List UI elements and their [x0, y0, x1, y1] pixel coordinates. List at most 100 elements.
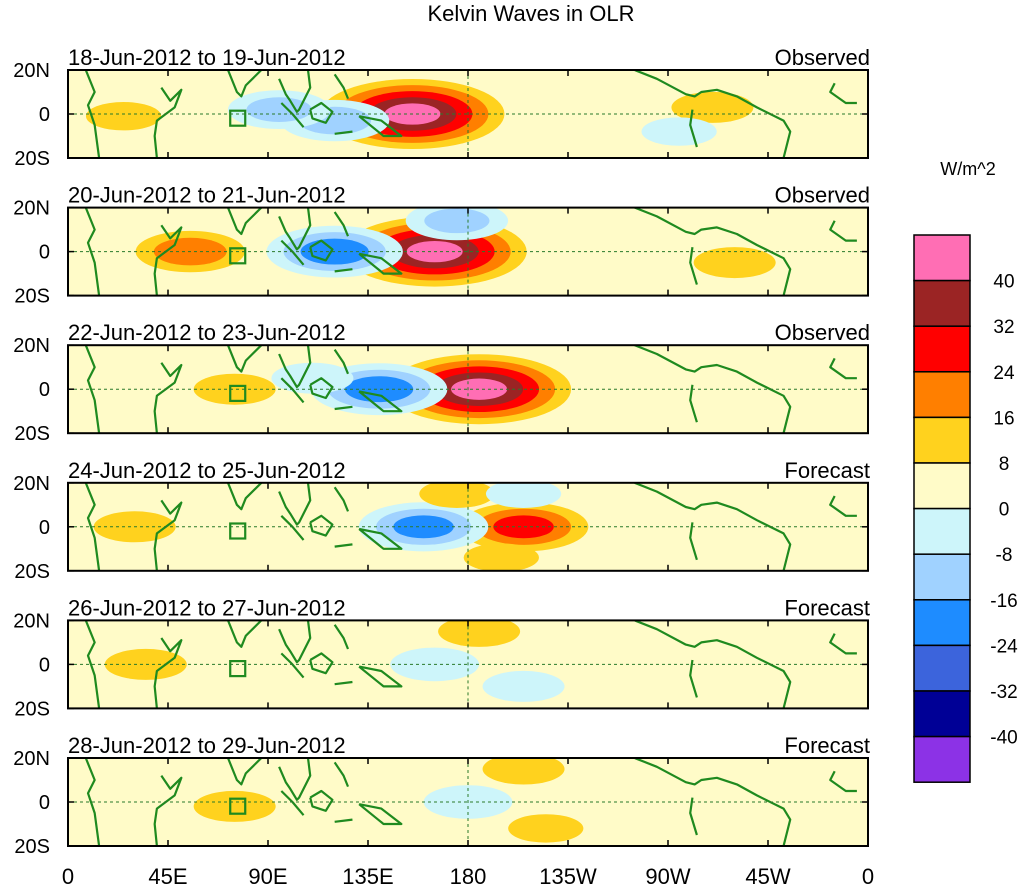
coastline [634, 482, 792, 571]
y-tick-label: 20S [14, 148, 50, 170]
colorbar-level-label: 40 [993, 272, 1014, 293]
coastline [689, 109, 698, 148]
anomaly-blob [482, 670, 565, 702]
coastline [226, 620, 263, 648]
coastline [153, 362, 183, 434]
coastline [358, 115, 403, 138]
coastline [226, 70, 263, 98]
coastline [689, 384, 698, 423]
colorbar-swatch [913, 553, 971, 601]
coastline [226, 207, 263, 236]
coastline [358, 390, 403, 413]
coastline [334, 543, 353, 548]
contour-fill [193, 790, 276, 822]
anomaly-blob [193, 790, 276, 822]
panel-status: Observed [775, 320, 870, 345]
panel-field [68, 345, 868, 434]
colorbar-level-label: -8 [996, 545, 1013, 566]
coastline [358, 803, 403, 826]
coastline [334, 405, 353, 411]
panel-status: Observed [775, 45, 870, 70]
region-box [229, 247, 247, 265]
coastline [84, 620, 101, 709]
coastline [153, 86, 183, 158]
x-tick-label: 180 [450, 864, 487, 887]
y-tick-label: 20N [13, 198, 50, 220]
region-box [229, 797, 247, 815]
y-tick-label: 0 [39, 654, 50, 676]
panel-date-range: 22-Jun-2012 to 23-Jun-2012 [68, 320, 346, 345]
coastline [278, 758, 312, 801]
coastline [153, 224, 183, 296]
coastline [689, 797, 698, 836]
coastline [309, 514, 334, 537]
panel-date-range: 24-Jun-2012 to 25-Jun-2012 [68, 458, 346, 483]
y-tick-label: 20N [13, 60, 50, 82]
y-tick-label: 0 [39, 379, 50, 401]
contour-fill [693, 247, 776, 279]
coastline [333, 348, 350, 375]
anomaly-blob [485, 482, 562, 508]
y-tick-label: 0 [39, 792, 50, 814]
contour-fill [641, 117, 717, 146]
x-tick-label: 0 [862, 864, 874, 887]
colorbar-swatch [913, 599, 971, 647]
contour-fill [345, 376, 414, 403]
panel-status: Forecast [784, 458, 870, 483]
anomaly-blob [438, 620, 521, 647]
panel-date-range: 28-Jun-2012 to 29-Jun-2012 [68, 733, 346, 758]
coastline [309, 101, 334, 124]
contour-fill [485, 482, 562, 508]
contour-fill [424, 208, 490, 234]
coastline [334, 680, 353, 686]
coastline [334, 268, 353, 273]
coastline [84, 482, 101, 571]
y-tick-label: 0 [39, 242, 50, 264]
coastline [634, 758, 792, 846]
panel: 20N 0 20S 22-Jun-2012 to 23-Jun-2012 Observe… [13, 320, 870, 445]
colorbar: W/m^2 40 32 24 16 8 0 -8 -16 -24 -32 -40 [913, 159, 1018, 783]
colorbar-swatch [913, 371, 971, 419]
panel-field [68, 482, 868, 571]
coastline [226, 345, 263, 373]
colorbar-swatch [913, 234, 971, 282]
coastline [829, 495, 857, 517]
anomaly-blob [463, 543, 539, 571]
panel-date-range: 26-Jun-2012 to 27-Jun-2012 [68, 595, 346, 620]
x-tick-label: 90W [645, 864, 690, 887]
coastline [334, 130, 353, 135]
contour-fill [419, 482, 495, 508]
colorbar-level-label: 24 [993, 363, 1015, 384]
coastline [84, 758, 101, 846]
y-tick-label: 20N [13, 335, 50, 357]
anomaly-blob [193, 373, 276, 405]
coastline [829, 770, 857, 793]
region-box [229, 522, 247, 540]
contour-fill [193, 373, 276, 405]
coastline [829, 220, 857, 242]
coastline [84, 345, 101, 434]
coastline [634, 620, 792, 709]
anomaly-blob [508, 814, 584, 843]
coastline [278, 70, 312, 113]
colorbar-swatch [913, 462, 971, 510]
contour-fill [104, 648, 187, 680]
anomaly-blob [271, 362, 354, 394]
colorbar-swatch [913, 507, 971, 555]
coastline [309, 789, 334, 812]
coastline [634, 207, 792, 296]
colorbar-swatch [913, 644, 971, 692]
contour-fill [85, 102, 162, 131]
coastline [689, 247, 698, 285]
colorbar-level-label: -24 [990, 636, 1018, 657]
coastline [278, 345, 312, 389]
panel-field [68, 70, 868, 158]
coastline [334, 818, 353, 823]
panel: 20N 0 20S 26-Jun-2012 to 27-Jun-2012 Forecas… [13, 595, 870, 720]
colorbar-level-label: -32 [990, 682, 1017, 703]
colorbar-level-label: 8 [999, 454, 1010, 475]
panel: 20N 0 20S 20-Jun-2012 to 21-Jun-2012 Observe… [13, 183, 870, 308]
anomaly-blob [693, 247, 776, 279]
panel: 20N 0 20S 18-Jun-2012 to 19-Jun-2012 Observe… [13, 45, 870, 170]
